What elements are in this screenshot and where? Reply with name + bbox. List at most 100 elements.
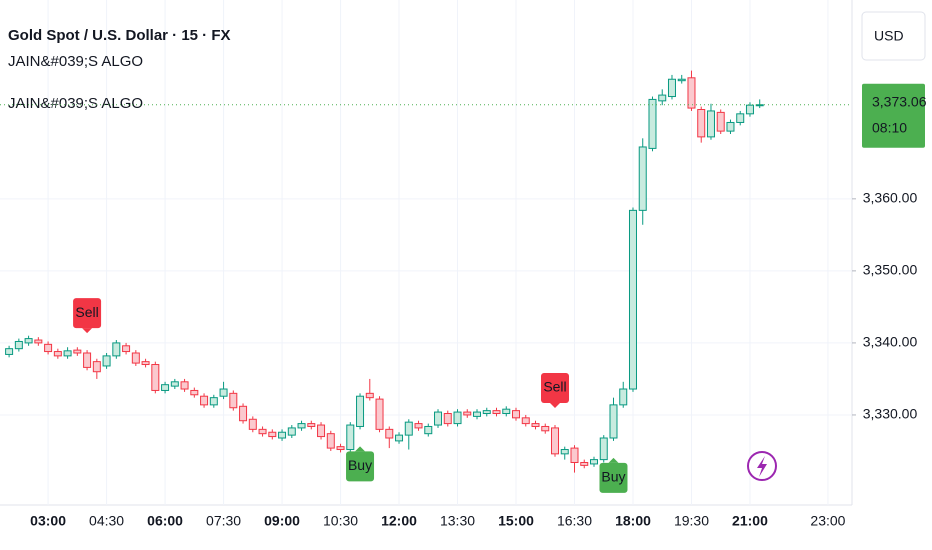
candle xyxy=(726,119,735,134)
candle xyxy=(258,426,267,437)
x-tick-label: 16:30 xyxy=(557,513,592,529)
candle xyxy=(141,358,150,368)
signal-marker: Buy xyxy=(346,446,375,482)
candle-body xyxy=(209,397,218,406)
candle-body xyxy=(73,349,82,354)
candle-body xyxy=(248,418,257,430)
candle xyxy=(102,352,111,369)
lightning-icon[interactable] xyxy=(747,451,777,481)
candle xyxy=(492,407,501,417)
candle-body xyxy=(307,423,316,427)
candle xyxy=(44,341,53,355)
candle-body xyxy=(356,395,365,427)
signal-label: Sell xyxy=(75,304,98,320)
signal-box xyxy=(73,298,102,329)
candle xyxy=(190,387,199,398)
candle xyxy=(112,340,121,359)
indicator-label: JAIN&#039;S ALGO xyxy=(8,53,143,70)
candle xyxy=(200,393,209,408)
candle-body xyxy=(580,461,589,466)
candle xyxy=(297,420,306,431)
x-tick-label: 19:30 xyxy=(674,513,709,529)
signal-box xyxy=(346,451,375,482)
candle xyxy=(697,106,706,143)
candle-body xyxy=(24,338,33,344)
candle xyxy=(560,446,569,460)
candle xyxy=(278,429,287,441)
candle-body xyxy=(5,348,14,355)
icon-bolt[interactable] xyxy=(757,456,767,477)
candle xyxy=(502,406,511,417)
candle-body xyxy=(560,449,569,455)
candle xyxy=(248,416,257,433)
candle-body xyxy=(726,121,735,132)
candle-body xyxy=(180,381,189,390)
candle-body xyxy=(658,94,667,102)
candle-body xyxy=(404,421,413,436)
candle-body xyxy=(336,446,345,451)
candle-body xyxy=(609,404,618,439)
candle xyxy=(638,138,647,225)
candle-body xyxy=(170,381,179,387)
candle xyxy=(580,459,589,469)
x-tick-label: 03:00 xyxy=(30,513,66,529)
plot-area xyxy=(5,70,764,473)
candle-body xyxy=(443,413,452,425)
candle xyxy=(122,342,131,355)
x-tick-label: 12:00 xyxy=(381,513,417,529)
candle-body xyxy=(716,111,725,132)
candle-body xyxy=(92,361,101,373)
signal-marker: Sell xyxy=(73,298,102,334)
candle xyxy=(395,432,404,444)
candle xyxy=(745,102,754,117)
candle xyxy=(180,378,189,392)
candle xyxy=(356,393,365,430)
candle-body xyxy=(512,410,521,419)
candle xyxy=(385,426,394,449)
candle xyxy=(453,409,462,427)
candle-body xyxy=(599,437,608,461)
candle xyxy=(5,345,14,358)
candle xyxy=(131,350,140,366)
candle xyxy=(14,338,23,352)
signal-label: Buy xyxy=(601,469,625,485)
candle-body xyxy=(53,351,62,357)
candle xyxy=(151,361,160,394)
candle xyxy=(239,403,248,424)
candle xyxy=(570,445,579,473)
candle xyxy=(365,378,374,401)
candle-body xyxy=(502,408,511,415)
candle-body xyxy=(589,459,598,465)
candle-body xyxy=(473,411,482,417)
candle xyxy=(755,99,764,109)
candle-body xyxy=(317,424,326,438)
candle-body xyxy=(83,352,92,368)
candle xyxy=(229,390,238,411)
candle xyxy=(170,378,179,390)
last-price-box xyxy=(862,83,925,148)
candle-body xyxy=(278,431,287,439)
currency-label[interactable]: USD xyxy=(874,28,904,44)
candle xyxy=(287,425,296,439)
y-tick-label: 3,340.00 xyxy=(863,334,918,350)
candle xyxy=(619,381,628,408)
candle xyxy=(706,103,715,140)
candle xyxy=(648,96,657,152)
candle xyxy=(521,414,530,427)
candle xyxy=(83,350,92,371)
candle xyxy=(473,409,482,420)
candle xyxy=(375,396,384,433)
candle-body xyxy=(287,427,296,436)
y-tick-label: 3,350.00 xyxy=(863,262,918,278)
candle xyxy=(443,410,452,427)
candle-body xyxy=(492,410,501,415)
currency-button[interactable] xyxy=(861,11,926,61)
x-tick-label: 06:00 xyxy=(147,513,183,529)
candle-body xyxy=(677,78,686,82)
candle xyxy=(434,409,443,428)
candle xyxy=(716,109,725,134)
signal-pointer xyxy=(82,328,93,334)
candle-body xyxy=(453,411,462,425)
candle-body xyxy=(268,431,277,438)
